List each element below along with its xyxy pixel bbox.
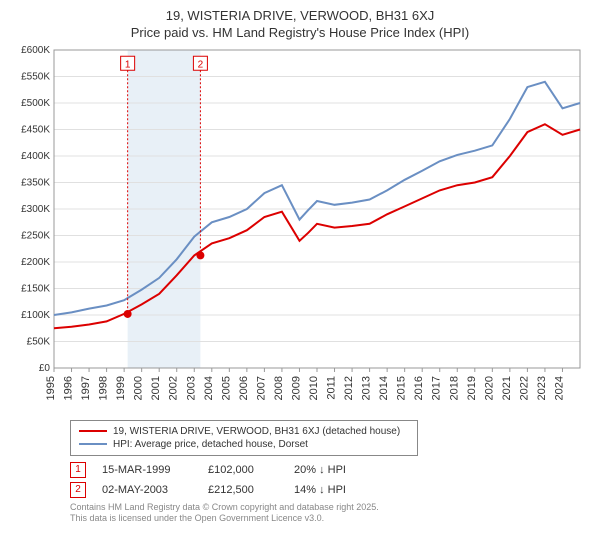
svg-text:2: 2 <box>198 59 204 70</box>
svg-text:2016: 2016 <box>413 376 425 400</box>
footnote-line1: Contains HM Land Registry data © Crown c… <box>70 502 590 513</box>
sale-row: 1 15-MAR-1999 £102,000 20% ↓ HPI <box>70 462 590 478</box>
svg-text:2006: 2006 <box>238 376 250 400</box>
sale-row: 2 02-MAY-2003 £212,500 14% ↓ HPI <box>70 482 590 498</box>
legend-swatch-a <box>79 430 107 432</box>
svg-text:£400K: £400K <box>21 151 50 162</box>
svg-text:2015: 2015 <box>396 376 408 400</box>
legend-swatch-b <box>79 443 107 445</box>
svg-text:2003: 2003 <box>185 376 197 400</box>
svg-text:2005: 2005 <box>220 376 232 400</box>
svg-text:2017: 2017 <box>431 376 443 400</box>
line-chart-svg: £0 £50K £100K £150K £200K £250K £300K £350K £400… <box>10 46 590 416</box>
svg-text:2014: 2014 <box>378 376 390 400</box>
svg-text:£250K: £250K <box>21 230 50 241</box>
svg-text:£200K: £200K <box>21 257 50 268</box>
svg-text:£450K: £450K <box>21 124 50 135</box>
sale-marker-box: 1 <box>70 462 86 478</box>
chart-container: 19, WISTERIA DRIVE, VERWOOD, BH31 6XJ Pr… <box>0 0 600 560</box>
sales-list: 1 15-MAR-1999 £102,000 20% ↓ HPI 2 02-MAY-200… <box>70 462 590 498</box>
legend-label-b: HPI: Average price, detached house, Dors… <box>113 439 308 450</box>
footnote-line2: This data is licensed under the Open Gov… <box>70 513 590 524</box>
svg-text:1: 1 <box>125 59 131 70</box>
chart-title-line1: 19, WISTERIA DRIVE, VERWOOD, BH31 6XJ <box>10 8 590 25</box>
footnote: Contains HM Land Registry data © Crown c… <box>70 502 590 525</box>
chart-title-line2: Price paid vs. HM Land Registry's House … <box>10 25 590 40</box>
svg-text:1995: 1995 <box>45 376 57 400</box>
svg-text:£100K: £100K <box>21 310 50 321</box>
legend: 19, WISTERIA DRIVE, VERWOOD, BH31 6XJ (d… <box>70 420 418 456</box>
svg-text:£0: £0 <box>39 363 51 374</box>
sale-price: £212,500 <box>208 484 278 496</box>
sale-delta: 14% ↓ HPI <box>294 484 346 496</box>
svg-text:1997: 1997 <box>80 376 92 400</box>
svg-text:2002: 2002 <box>168 376 180 400</box>
legend-item-series-a: 19, WISTERIA DRIVE, VERWOOD, BH31 6XJ (d… <box>79 425 409 438</box>
svg-text:2013: 2013 <box>361 376 373 400</box>
svg-text:2019: 2019 <box>466 376 478 400</box>
svg-text:2012: 2012 <box>343 376 355 400</box>
svg-text:2024: 2024 <box>553 376 565 400</box>
sale-date: 15-MAR-1999 <box>102 464 192 476</box>
svg-text:2010: 2010 <box>308 376 320 400</box>
svg-text:2023: 2023 <box>536 376 548 400</box>
svg-text:£550K: £550K <box>21 71 50 82</box>
legend-item-series-b: HPI: Average price, detached house, Dors… <box>79 438 409 451</box>
svg-text:£150K: £150K <box>21 283 50 294</box>
svg-text:£50K: £50K <box>27 336 51 347</box>
svg-text:£350K: £350K <box>21 177 50 188</box>
chart-plot: £0 £50K £100K £150K £200K £250K £300K £350K £400… <box>10 46 590 416</box>
svg-text:£300K: £300K <box>21 204 50 215</box>
sale-delta: 20% ↓ HPI <box>294 464 346 476</box>
svg-text:2009: 2009 <box>290 376 302 400</box>
sale-price: £102,000 <box>208 464 278 476</box>
svg-text:£500K: £500K <box>21 98 50 109</box>
svg-text:2008: 2008 <box>273 376 285 400</box>
svg-text:2004: 2004 <box>203 376 215 400</box>
sale-date: 02-MAY-2003 <box>102 484 192 496</box>
svg-text:2000: 2000 <box>133 376 145 400</box>
svg-text:1999: 1999 <box>115 376 127 400</box>
sale-marker-box: 2 <box>70 482 86 498</box>
svg-text:2018: 2018 <box>448 376 460 400</box>
svg-text:£600K: £600K <box>21 46 50 56</box>
svg-text:2001: 2001 <box>150 376 162 400</box>
svg-text:2020: 2020 <box>483 376 495 400</box>
legend-label-a: 19, WISTERIA DRIVE, VERWOOD, BH31 6XJ (d… <box>113 426 400 437</box>
svg-text:1996: 1996 <box>63 376 75 400</box>
svg-text:2021: 2021 <box>501 376 513 400</box>
svg-text:1998: 1998 <box>98 376 110 400</box>
svg-text:2007: 2007 <box>255 376 267 400</box>
svg-text:2022: 2022 <box>518 376 530 400</box>
svg-text:2011: 2011 <box>326 376 338 400</box>
